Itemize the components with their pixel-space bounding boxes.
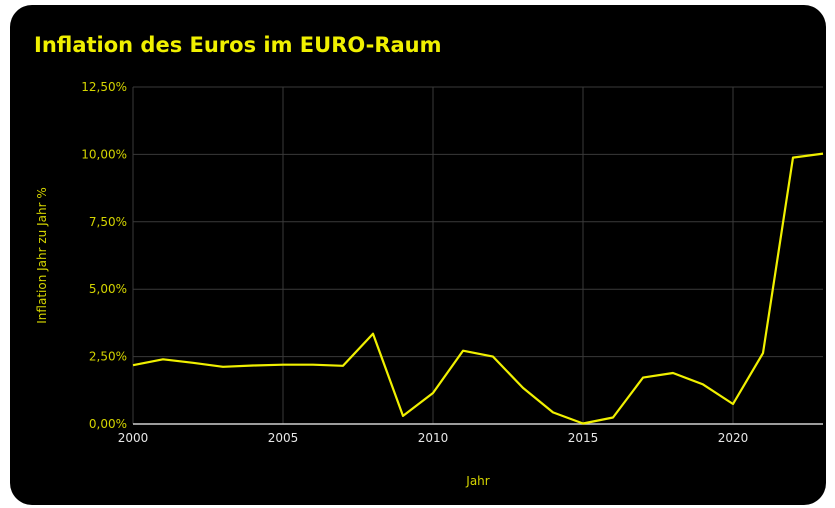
- y-tick-label: 12,50%: [81, 80, 127, 94]
- y-tick-label: 2,50%: [89, 350, 127, 364]
- y-tick-label: 5,00%: [89, 282, 127, 296]
- y-axis-label: Inflation Jahr zu Jahr %: [35, 187, 49, 323]
- y-tick-label: 0,00%: [89, 417, 127, 431]
- series-line: [132, 152, 824, 425]
- series-group: [132, 152, 824, 425]
- y-axis: 0,00% 2,50% 5,00% 7,50% 10,00% 12,50%: [81, 80, 127, 431]
- y-tick-label: 10,00%: [81, 147, 127, 161]
- x-axis: 2000 2005 2010 2015 2020: [118, 431, 749, 445]
- line-chart: 0,00%2,50%5,00%7,50%10,00%12,50% 2000 200…: [35, 80, 824, 488]
- y-tick-label: 7,50%: [89, 215, 127, 229]
- x-tick-label: 2000: [118, 431, 149, 445]
- grid: [132, 86, 823, 424]
- x-tick-label: 2005: [268, 431, 299, 445]
- chart-title: Inflation des Euros im EURO-Raum: [34, 33, 442, 57]
- x-tick-label: 2020: [718, 431, 749, 445]
- x-tick-label: 2010: [418, 431, 449, 445]
- chart-container: Inflation des Euros im EURO-Raum 0,00% 2,…: [10, 5, 826, 505]
- x-axis-label: Jahr: [465, 474, 489, 488]
- x-tick-label: 2015: [568, 431, 599, 445]
